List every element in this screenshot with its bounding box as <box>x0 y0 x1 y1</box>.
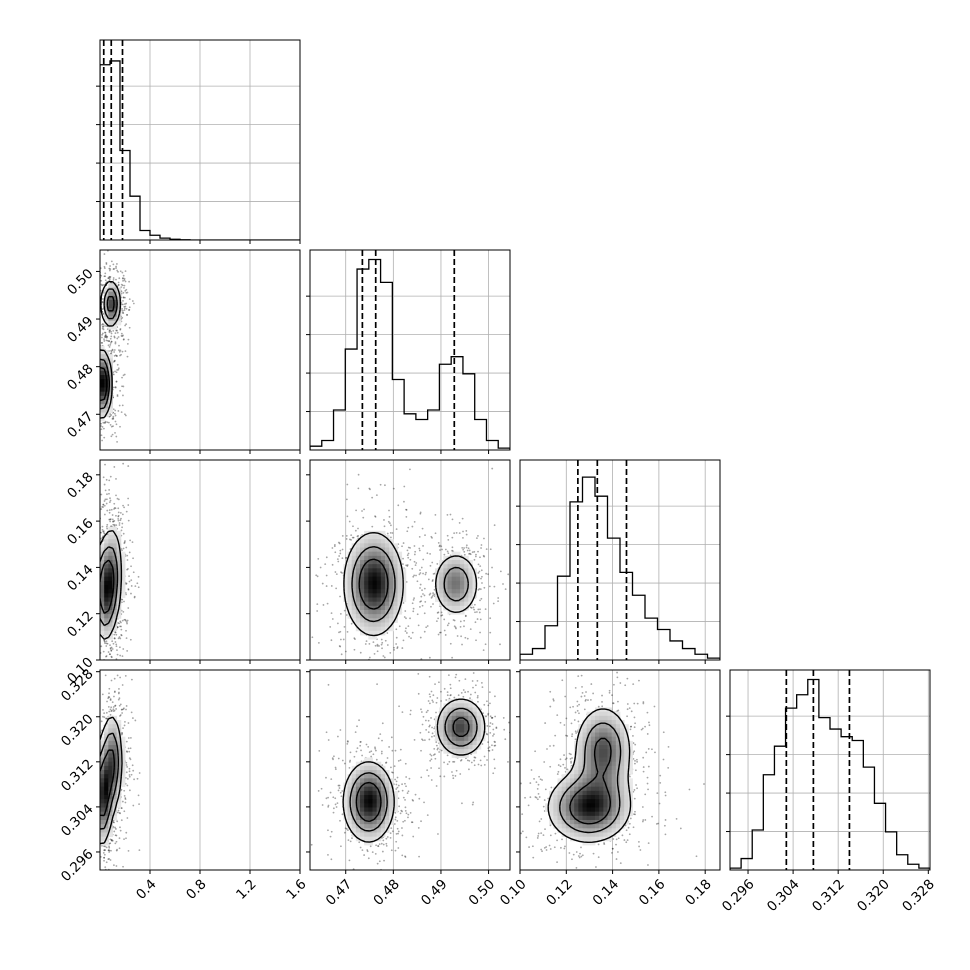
x-tick-label-2-0: 0.10 <box>497 876 530 909</box>
x-tick-label-2-2: 0.14 <box>590 876 623 909</box>
histogram-0 <box>100 60 300 240</box>
x-tick-label-1-1: 0.48 <box>370 876 403 909</box>
y-tick-label-3-2: 0.312 <box>58 756 97 795</box>
x-tick-label-1-3: 0.50 <box>466 876 499 909</box>
panel-3-3 <box>726 669 931 874</box>
grid-lines <box>149 460 300 660</box>
histogram-2 <box>520 476 720 660</box>
y-tick-label-2-2: 0.14 <box>64 562 97 595</box>
panel-2-2 <box>516 459 721 664</box>
panel-frame <box>309 249 511 451</box>
x-tick-label-0-3: 1.6 <box>283 876 310 903</box>
panel-frame <box>729 669 931 871</box>
x-tick-label-3-2: 0.312 <box>809 876 848 915</box>
y-tick-label-1-0: 0.47 <box>64 409 97 442</box>
x-tick-label-3-4: 0.328 <box>899 876 938 915</box>
y-tick-label-3-0: 0.296 <box>58 846 97 885</box>
panel-1-0 <box>96 249 301 454</box>
grid-lines <box>100 40 300 240</box>
panel-0-0 <box>96 39 301 244</box>
panel-2-0 <box>96 459 301 664</box>
x-tick-label-0-2: 1.2 <box>233 876 260 903</box>
y-tick-label-2-4: 0.18 <box>64 469 97 502</box>
panel-frame <box>309 459 511 661</box>
contour-lines <box>100 716 123 845</box>
x-tick-label-3-1: 0.304 <box>764 876 803 915</box>
y-tick-label-1-2: 0.49 <box>64 313 97 346</box>
panel-1-1 <box>306 249 511 454</box>
y-tick-label-3-3: 0.320 <box>58 711 97 750</box>
scatter-points <box>310 672 510 870</box>
contour-lines <box>100 281 122 419</box>
y-tick-label-1-3: 0.50 <box>64 266 97 299</box>
x-tick-label-1-0: 0.47 <box>323 876 356 909</box>
histogram-3 <box>730 678 930 870</box>
y-tick-label-2-3: 0.16 <box>64 515 97 548</box>
panel-frame <box>519 669 721 871</box>
tick-labels: 0.4 0.8 1.2 1.6 0.47 0.48 0.49 0.500.10 0.12 0.14… <box>58 266 938 915</box>
y-tick-label-3-1: 0.304 <box>58 801 97 840</box>
contour-lines <box>547 708 632 843</box>
y-tick-label-2-1: 0.12 <box>64 608 97 641</box>
x-tick-label-3-3: 0.320 <box>854 876 893 915</box>
panel-3-0 <box>96 669 301 874</box>
grid-lines <box>149 670 300 870</box>
panel-3-1 <box>306 669 511 874</box>
x-tick-label-2-3: 0.16 <box>636 876 669 909</box>
x-tick-label-2-4: 0.18 <box>682 876 715 909</box>
panel-frame <box>309 669 511 871</box>
density-cells <box>343 699 486 846</box>
grid-lines <box>345 670 489 870</box>
x-tick-label-2-1: 0.12 <box>543 876 576 909</box>
x-tick-label-0-0: 0.4 <box>133 876 160 903</box>
x-tick-label-3-0: 0.296 <box>719 876 758 915</box>
x-tick-label-0-1: 0.8 <box>183 876 210 903</box>
panel-3-2 <box>516 669 721 874</box>
panel-frame <box>519 459 721 661</box>
panel-2-1 <box>306 459 511 664</box>
y-tick-label-1-1: 0.48 <box>64 361 97 394</box>
density-cells <box>545 707 633 846</box>
contour-lines <box>342 698 486 843</box>
x-tick-label-1-2: 0.49 <box>418 876 451 909</box>
grid-lines <box>730 670 930 870</box>
contour-lines <box>343 532 478 637</box>
histogram-1 <box>310 258 510 450</box>
grid-lines <box>149 250 300 450</box>
